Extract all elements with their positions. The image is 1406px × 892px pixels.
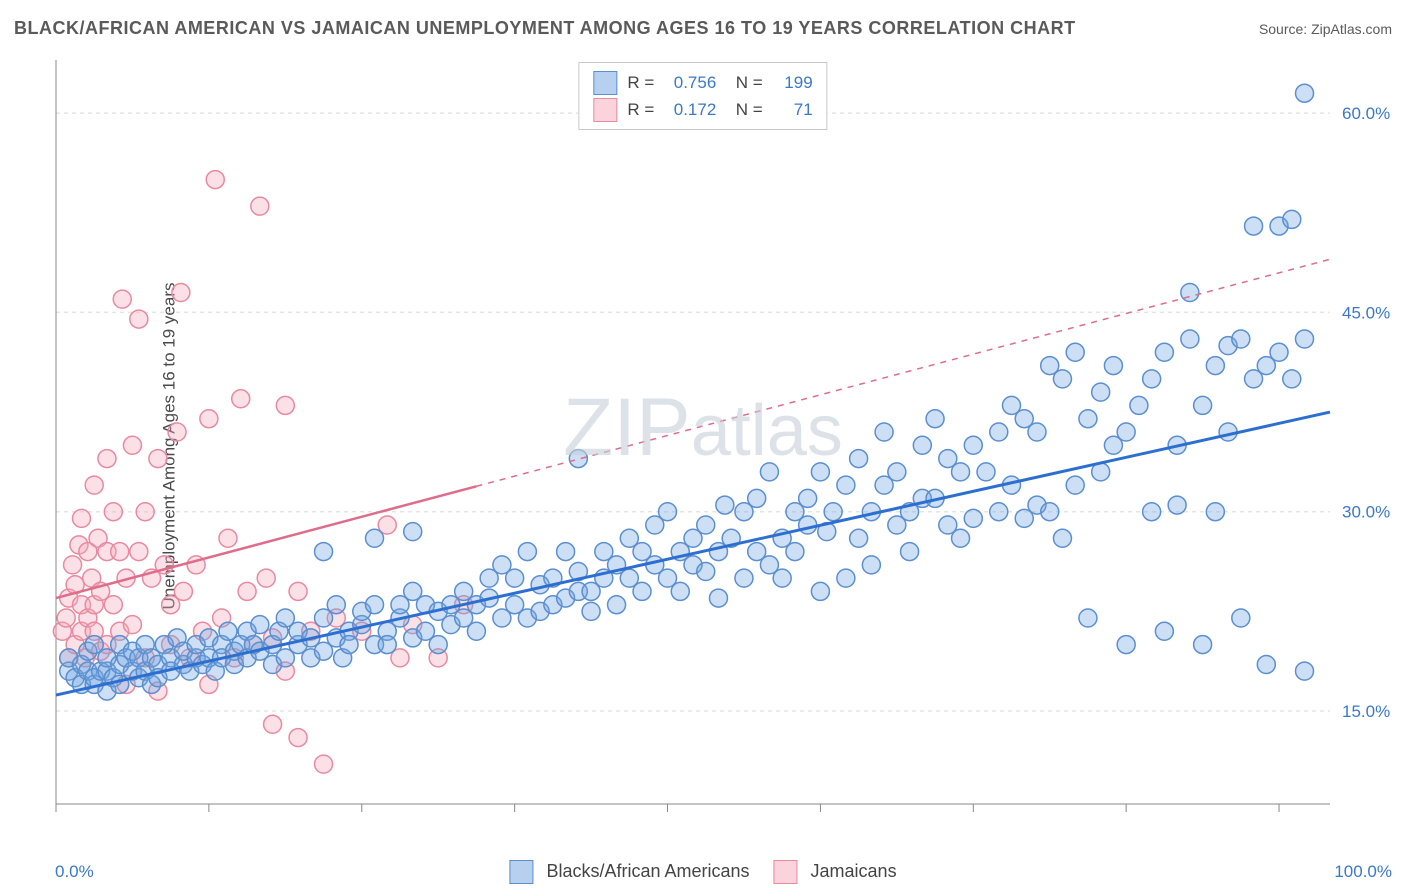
n-value: 199 <box>773 69 813 96</box>
legend-stats: R = 0.756 N = 199 R = 0.172 N = 71 <box>578 62 827 130</box>
legend-item-label: Blacks/African Americans <box>546 861 749 881</box>
title-bar: BLACK/AFRICAN AMERICAN VS JAMAICAN UNEMP… <box>14 18 1392 39</box>
legend-swatch-icon <box>593 71 617 95</box>
legend-stats-row: R = 0.756 N = 199 <box>593 69 812 96</box>
correlation-scatter-chart: 15.0% 30.0% 45.0% 60.0% <box>50 52 1390 832</box>
x-axis-min-label: 0.0% <box>55 862 94 882</box>
svg-text:30.0%: 30.0% <box>1342 503 1390 522</box>
svg-text:45.0%: 45.0% <box>1342 303 1390 322</box>
legend-item: Jamaicans <box>774 860 897 884</box>
r-value: 0.756 <box>664 69 716 96</box>
legend-stats-row: R = 0.172 N = 71 <box>593 96 812 123</box>
source-label: Source: ZipAtlas.com <box>1259 21 1392 37</box>
legend-item: Blacks/African Americans <box>509 860 749 884</box>
legend-swatch-icon <box>774 860 798 884</box>
svg-text:15.0%: 15.0% <box>1342 702 1390 721</box>
legend-item-label: Jamaicans <box>811 861 897 881</box>
legend-swatch-icon <box>509 860 533 884</box>
n-value: 71 <box>773 96 813 123</box>
x-axis-max-label: 100.0% <box>1334 862 1392 882</box>
r-value: 0.172 <box>664 96 716 123</box>
legend-swatch-icon <box>593 98 617 122</box>
svg-text:60.0%: 60.0% <box>1342 104 1390 123</box>
chart-title: BLACK/AFRICAN AMERICAN VS JAMAICAN UNEMP… <box>14 18 1076 39</box>
legend-series: Blacks/African Americans Jamaicans <box>509 860 896 884</box>
